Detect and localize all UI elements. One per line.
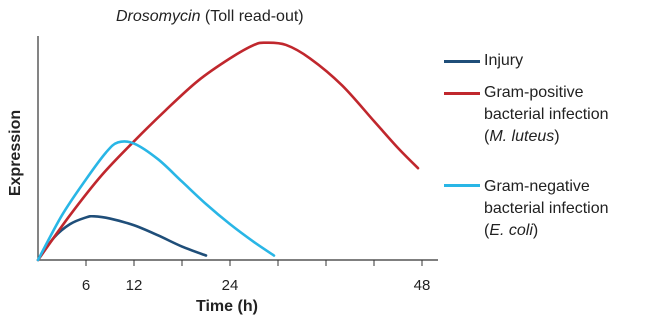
legend-gram-negative-paren-open: ( <box>484 222 490 239</box>
legend-label-gram-negative: Gram-negative bacterial infection (E. co… <box>484 176 609 242</box>
chart-title-italic: Drosomycin <box>116 8 201 25</box>
y-axis-label-wrap: Expression <box>6 104 26 204</box>
legend-injury-line-1: Injury <box>484 52 524 69</box>
chart-title: Drosomycin (Toll read-out) <box>116 8 416 26</box>
legend-gram-positive-paren-close: ) <box>554 128 560 145</box>
legend-swatch-gram-positive <box>444 92 480 95</box>
x-tick-label: 12 <box>126 277 143 294</box>
legend-label-injury: Injury <box>484 50 523 72</box>
x-tick-label: 6 <box>82 277 90 294</box>
legend-gram-negative-paren-close: ) <box>532 222 539 239</box>
legend-gram-negative-line-3: (E. coli) <box>484 220 609 242</box>
legend-swatch-injury <box>444 60 480 63</box>
legend-gram-positive-line-1: Gram-positive <box>484 84 584 101</box>
series-line-injury <box>36 214 208 262</box>
x-tick-label: 48 <box>414 277 431 294</box>
legend-gram-positive-paren-open: ( <box>484 128 490 145</box>
legend-gram-positive-line-2: bacterial infection <box>484 106 609 123</box>
x-tick-label: 24 <box>222 277 239 294</box>
y-axis-label: Expression <box>7 109 24 197</box>
series-line-gram-negative <box>36 140 276 262</box>
legend-gram-negative-line-1: Gram-negative <box>484 178 590 195</box>
legend-swatch-gram-negative <box>444 184 480 187</box>
x-axis-label: Time (h) <box>196 298 258 315</box>
legend-gram-positive-species: M. luteus <box>489 128 555 145</box>
legend-gram-negative-species: E. coli <box>489 222 533 239</box>
series-line-gram-positive <box>36 41 420 262</box>
legend-gram-positive-line-3: (M. luteus) <box>484 126 609 148</box>
legend-gram-negative-line-2: bacterial infection <box>484 200 609 217</box>
chart-title-rest: (Toll read-out) <box>200 8 304 25</box>
legend-label-gram-positive: Gram-positive bacterial infection (M. lu… <box>484 82 609 148</box>
